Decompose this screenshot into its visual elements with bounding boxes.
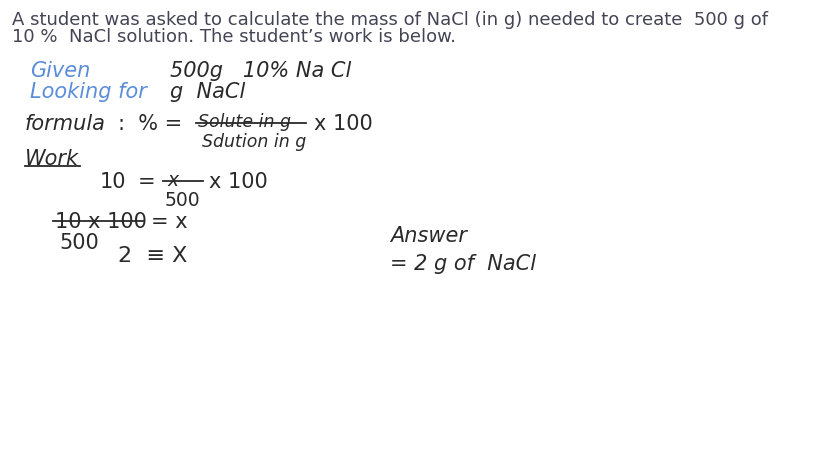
Text: 500: 500 [59, 233, 98, 253]
Text: 500: 500 [165, 191, 200, 210]
Text: Given: Given [30, 61, 90, 81]
Text: = 2 g of  NaCl: = 2 g of NaCl [390, 254, 535, 274]
Text: 10 %  NaCl solution. The student’s work is below.: 10 % NaCl solution. The student’s work i… [12, 28, 456, 46]
Text: Sdution in g: Sdution in g [202, 133, 306, 151]
Text: A student was asked to calculate the mass of NaCl (in g) needed to create  500 g: A student was asked to calculate the mas… [12, 11, 767, 29]
Text: =: = [138, 172, 155, 192]
Text: Solute in g: Solute in g [198, 113, 290, 131]
Text: :  % =: : % = [118, 114, 182, 134]
Text: 500g   10% Na Cl: 500g 10% Na Cl [170, 61, 351, 81]
Text: x: x [167, 171, 178, 190]
Text: formula: formula [25, 114, 106, 134]
Text: x 100: x 100 [313, 114, 372, 134]
Text: 2  ≡ X: 2 ≡ X [118, 246, 187, 266]
Text: Work: Work [25, 149, 79, 169]
Text: 10: 10 [100, 172, 127, 192]
Text: 10 x 100: 10 x 100 [55, 212, 146, 232]
Text: x 100: x 100 [208, 172, 267, 192]
Text: Looking for: Looking for [30, 82, 146, 102]
Text: g  NaCl: g NaCl [170, 82, 245, 102]
Text: Answer: Answer [390, 226, 466, 246]
Text: = x: = x [151, 212, 188, 232]
